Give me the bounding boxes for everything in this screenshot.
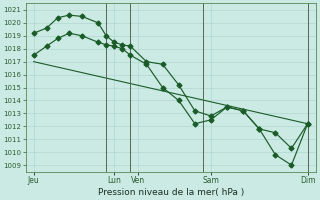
X-axis label: Pression niveau de la mer( hPa ): Pression niveau de la mer( hPa ) bbox=[98, 188, 244, 197]
